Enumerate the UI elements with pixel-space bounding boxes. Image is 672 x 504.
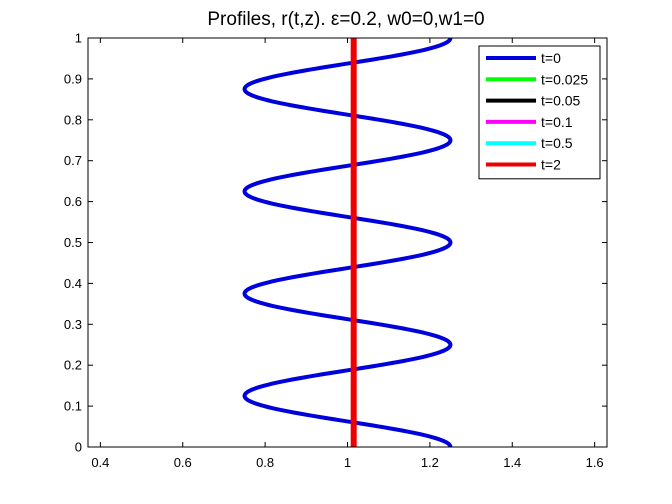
y-tick-label-2: 0.2 [64,358,82,373]
x-tick-label-2: 0.8 [256,455,274,470]
legend-label-0: t=0 [541,50,561,66]
x-tick-label-5: 1.4 [503,455,521,470]
series-line-0 [242,38,453,447]
legend: t=0 t=0.025 t=0.05 t=0.1 t=0.5 t=2 [478,45,601,180]
legend-label-4: t=0.5 [541,135,573,151]
legend-label-3: t=0.1 [541,114,573,130]
y-tick-label-6: 0.6 [64,194,82,209]
legend-label-5: t=2 [541,157,561,173]
y-tick-label-10: 1 [75,31,82,46]
legend-label-2: t=0.05 [541,93,581,109]
y-tick-label-8: 0.8 [64,112,82,127]
y-tick-label-1: 0.1 [64,399,82,414]
legend-box [478,45,601,180]
x-tick-label-0: 0.4 [91,455,109,470]
series-lines [242,38,453,447]
y-tick-label-4: 0.4 [64,276,82,291]
y-tick-label-3: 0.3 [64,317,82,332]
y-tick-label-0: 0 [75,440,82,455]
legend-label-1: t=0.025 [541,71,588,87]
chart-title: Profiles, r(t,z). ε=0.2, w0=0,w1=0 [207,9,484,30]
x-tick-label-1: 0.6 [174,455,192,470]
axes: 0.4 0.6 0.8 1 1.2 1.4 1.6 0 0.1 0.2 0.3 0.4 0.5 0.6 0.… [64,31,608,470]
y-tick-label-7: 0.7 [64,153,82,168]
x-tick-label-4: 1.2 [421,455,439,470]
y-tick-label-9: 0.9 [64,71,82,86]
plot-area [242,38,453,447]
x-tick-label-3: 1 [344,455,351,470]
x-tick-label-6: 1.6 [586,455,604,470]
y-tick-label-5: 0.5 [64,235,82,250]
